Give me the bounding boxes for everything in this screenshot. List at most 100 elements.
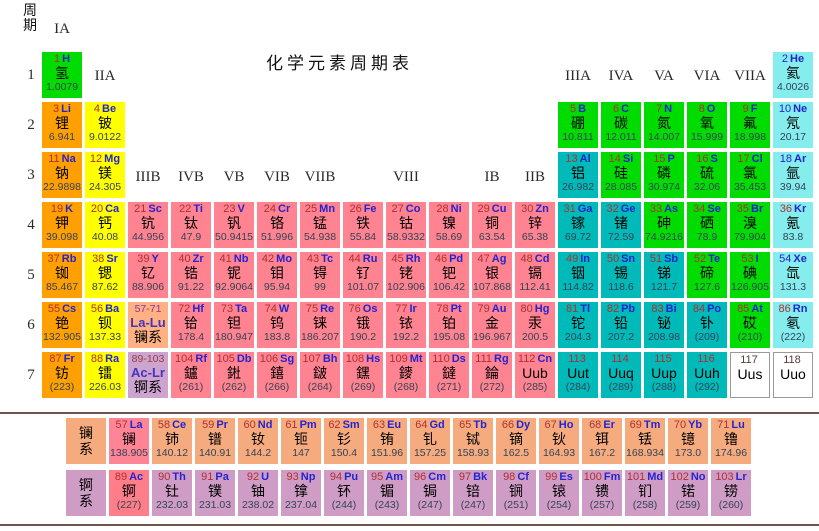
element-cell-Cl[interactable]: 17 Cl 氯 35.453 [730, 152, 770, 198]
element-cell-Sc[interactable]: 21 Sc 钪 44.956 [128, 202, 168, 248]
element-cell-Pa[interactable]: 91 Pa 镤 231.03 [195, 470, 235, 516]
element-cell-Cu[interactable]: 29 Cu 铜 63.54 [472, 202, 512, 248]
element-cell-Ca[interactable]: 20 Ca 钙 40.08 [85, 202, 125, 248]
element-cell-Al[interactable]: 13 Al 铝 26.982 [558, 152, 598, 198]
element-cell-Sn[interactable]: 50 Sn 锡 118.6 [601, 252, 641, 298]
element-cell-Te[interactable]: 52 Te 碲 127.6 [687, 252, 727, 298]
element-cell-Cr[interactable]: 24 Cr 铬 51.996 [257, 202, 297, 248]
element-cell-Ga[interactable]: 31 Ga 镓 69.72 [558, 202, 598, 248]
element-cell-118[interactable]: 118 Uuo [773, 352, 813, 398]
element-cell-Md[interactable]: 101 Md 钔 (258) [625, 470, 665, 516]
element-cell-Ba[interactable]: 56 Ba 钡 137.33 [85, 302, 125, 348]
element-cell-Cs[interactable]: 55 Cs 铯 132.905 [42, 302, 82, 348]
element-cell-Y[interactable]: 39 Y 钇 88.906 [128, 252, 168, 298]
element-cell-I[interactable]: 53 I 碘 126.905 [730, 252, 770, 298]
element-cell-Cm[interactable]: 96 Cm 锔 (247) [410, 470, 450, 516]
element-cell-W[interactable]: 74 W 钨 183.8 [257, 302, 297, 348]
element-cell-No[interactable]: 102 No 锘 (259) [668, 470, 708, 516]
element-cell-F[interactable]: 9 F 氟 18.998 [730, 102, 770, 148]
element-cell-Os[interactable]: 76 Os 锇 190.2 [343, 302, 383, 348]
element-cell-U[interactable]: 92 U 铀 238.02 [238, 470, 278, 516]
element-cell-Li[interactable]: 3 Li 锂 6.941 [42, 102, 82, 148]
element-cell-He[interactable]: 2 He 氦 4.0026 [773, 52, 813, 98]
element-cell-Bh[interactable]: 107 Bh 𨨏 (264) [300, 352, 340, 398]
element-cell-C[interactable]: 6 C 碳 12.011 [601, 102, 641, 148]
element-cell-Ho[interactable]: 67 Ho 钬 164.93 [539, 418, 579, 464]
element-cell-116[interactable]: 116 Uuh (292) [687, 352, 727, 398]
element-cell-O[interactable]: 8 O 氧 15.999 [687, 102, 727, 148]
element-cell-Bi[interactable]: 83 Bi 铋 208.98 [644, 302, 684, 348]
element-cell-117[interactable]: 117 Uus [730, 352, 770, 398]
element-cell-Hg[interactable]: 80 Hg 汞 200.5 [515, 302, 555, 348]
element-cell-Rn[interactable]: 86 Rn 氡 (222) [773, 302, 813, 348]
element-cell-K[interactable]: 19 K 钾 39.098 [42, 202, 82, 248]
element-cell-S[interactable]: 16 S 硫 32.06 [687, 152, 727, 198]
element-cell-Ac[interactable]: 89 Ac 锕 (227) [109, 470, 149, 516]
element-cell-In[interactable]: 49 In 铟 114.82 [558, 252, 598, 298]
series-placeholder-La-Lu[interactable]: 57-71 La-Lu 镧系 [128, 302, 168, 348]
element-cell-H[interactable]: 1 H 氢 1.0079 [42, 52, 82, 98]
element-cell-Lu[interactable]: 71 Lu 镥 174.96 [711, 418, 751, 464]
element-cell-Pu[interactable]: 94 Pu 钚 (244) [324, 470, 364, 516]
element-cell-Ti[interactable]: 22 Ti 钛 47.9 [171, 202, 211, 248]
series-placeholder-Ac-Lr[interactable]: 89-103 Ac-Lr 锕系 [128, 352, 168, 398]
element-cell-As[interactable]: 33 As 砷 74.9216 [644, 202, 684, 248]
element-cell-Ce[interactable]: 58 Ce 铈 140.12 [152, 418, 192, 464]
element-cell-Cn[interactable]: 112 Cn Uub (285) [515, 352, 555, 398]
element-cell-Pd[interactable]: 46 Pd 钯 106.42 [429, 252, 469, 298]
element-cell-Ar[interactable]: 18 Ar 氩 39.94 [773, 152, 813, 198]
element-cell-P[interactable]: 15 P 磷 30.974 [644, 152, 684, 198]
element-cell-Cf[interactable]: 98 Cf 锎 (251) [496, 470, 536, 516]
element-cell-Rb[interactable]: 37 Rb 铷 85.467 [42, 252, 82, 298]
element-cell-Fm[interactable]: 100 Fm 镄 (257) [582, 470, 622, 516]
element-cell-Hs[interactable]: 108 Hs 𨭆 (269) [343, 352, 383, 398]
element-cell-Ni[interactable]: 28 Ni 镍 58.69 [429, 202, 469, 248]
element-cell-Nd[interactable]: 60 Nd 钕 144.2 [238, 418, 278, 464]
element-cell-V[interactable]: 23 V 钒 50.9415 [214, 202, 254, 248]
element-cell-Cd[interactable]: 48 Cd 镉 112.41 [515, 252, 555, 298]
element-cell-Fr[interactable]: 87 Fr 钫 (223) [42, 352, 82, 398]
element-cell-Pm[interactable]: 61 Pm 钷 147 [281, 418, 321, 464]
element-cell-Lr[interactable]: 103 Lr 铹 (260) [711, 470, 751, 516]
element-cell-At[interactable]: 85 At 砹 (210) [730, 302, 770, 348]
element-cell-Au[interactable]: 79 Au 金 196.967 [472, 302, 512, 348]
element-cell-Fe[interactable]: 26 Fe 铁 55.84 [343, 202, 383, 248]
element-cell-Mo[interactable]: 42 Mo 钼 95.94 [257, 252, 297, 298]
element-cell-114[interactable]: 114 Uuq (289) [601, 352, 641, 398]
element-cell-Sg[interactable]: 106 Sg 𨭎 (266) [257, 352, 297, 398]
element-cell-Na[interactable]: 11 Na 钠 22.9898 [42, 152, 82, 198]
element-cell-Bk[interactable]: 97 Bk 锫 (247) [453, 470, 493, 516]
element-cell-Ta[interactable]: 73 Ta 钽 180.947 [214, 302, 254, 348]
element-cell-Zn[interactable]: 30 Zn 锌 65.38 [515, 202, 555, 248]
element-cell-115[interactable]: 115 Uup (288) [644, 352, 684, 398]
element-cell-Xe[interactable]: 54 Xe 氙 131.3 [773, 252, 813, 298]
element-cell-B[interactable]: 5 B 硼 10.811 [558, 102, 598, 148]
element-cell-Zr[interactable]: 40 Zr 锆 91.22 [171, 252, 211, 298]
element-cell-Am[interactable]: 95 Am 镅 (243) [367, 470, 407, 516]
element-cell-Mn[interactable]: 25 Mn 锰 54.938 [300, 202, 340, 248]
element-cell-Er[interactable]: 68 Er 铒 167.2 [582, 418, 622, 464]
element-cell-Sb[interactable]: 51 Sb 锑 121.7 [644, 252, 684, 298]
element-cell-Ir[interactable]: 77 Ir 铱 192.2 [386, 302, 426, 348]
element-cell-Co[interactable]: 27 Co 钴 58.9332 [386, 202, 426, 248]
element-cell-Pr[interactable]: 59 Pr 镨 140.91 [195, 418, 235, 464]
element-cell-Tm[interactable]: 69 Tm 铥 168.934 [625, 418, 665, 464]
element-cell-Ag[interactable]: 47 Ag 银 107.868 [472, 252, 512, 298]
element-cell-Rh[interactable]: 45 Rh 铑 102.906 [386, 252, 426, 298]
element-cell-Tb[interactable]: 65 Tb 铽 158.93 [453, 418, 493, 464]
element-cell-Br[interactable]: 35 Br 溴 79.904 [730, 202, 770, 248]
element-cell-Rg[interactable]: 111 Rg 錀 (272) [472, 352, 512, 398]
element-cell-Sm[interactable]: 62 Sm 钐 150.4 [324, 418, 364, 464]
element-cell-Dy[interactable]: 66 Dy 镝 162.5 [496, 418, 536, 464]
element-cell-Eu[interactable]: 63 Eu 铕 151.96 [367, 418, 407, 464]
element-cell-Rf[interactable]: 104 Rf 鑪 (261) [171, 352, 211, 398]
element-cell-Ra[interactable]: 88 Ra 镭 226.03 [85, 352, 125, 398]
element-cell-Th[interactable]: 90 Th 钍 232.03 [152, 470, 192, 516]
element-cell-Po[interactable]: 84 Po 钋 (209) [687, 302, 727, 348]
element-cell-Hf[interactable]: 72 Hf 铪 178.4 [171, 302, 211, 348]
element-cell-Yb[interactable]: 70 Yb 镱 173.0 [668, 418, 708, 464]
element-cell-La[interactable]: 57 La 镧 138.905 [109, 418, 149, 464]
element-cell-Np[interactable]: 93 Np 镎 237.04 [281, 470, 321, 516]
element-cell-Tc[interactable]: 43 Tc 锝 99 [300, 252, 340, 298]
element-cell-Mg[interactable]: 12 Mg 镁 24.305 [85, 152, 125, 198]
